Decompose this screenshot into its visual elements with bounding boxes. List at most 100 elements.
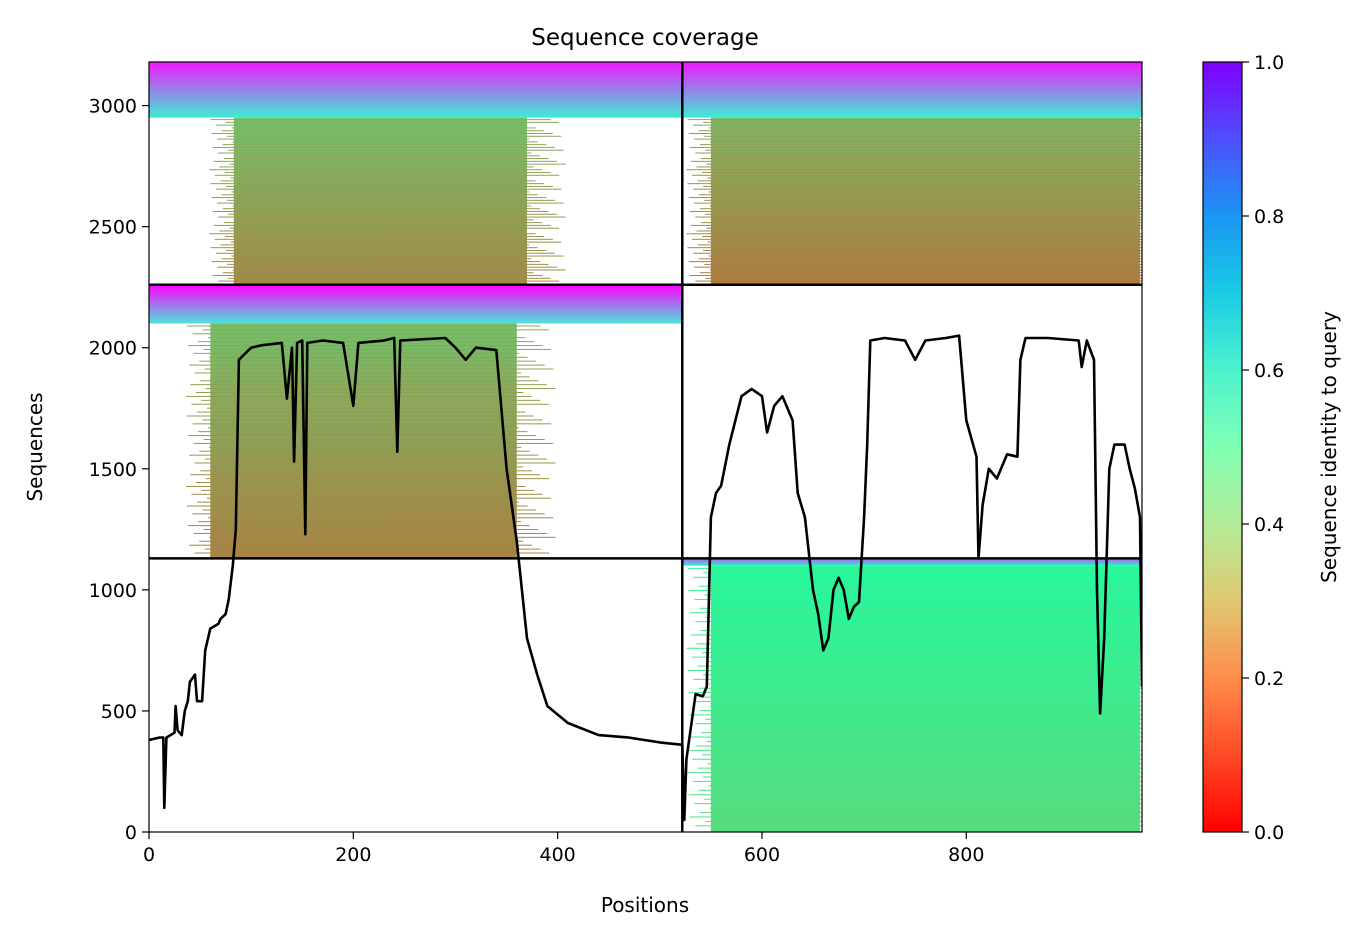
alignment-streak <box>710 727 1142 729</box>
coverage-blocks <box>149 62 1142 832</box>
high-identity-band <box>682 62 1142 118</box>
alignment-streak <box>704 798 1142 800</box>
alignment-streak <box>201 399 541 401</box>
alignment-streak <box>699 272 1142 274</box>
alignment-streak <box>211 197 547 199</box>
alignment-streak <box>210 376 530 378</box>
alignment-streak <box>688 133 1142 135</box>
alignment-streak <box>198 431 528 433</box>
alignment-streak <box>208 517 554 519</box>
alignment-streak <box>206 497 552 499</box>
alignment-streak <box>189 544 532 546</box>
alignment-streak <box>216 124 527 126</box>
coverage-block-4 <box>682 558 1142 832</box>
alignment-streak <box>704 594 1142 596</box>
alignment-streak <box>221 258 532 260</box>
alignment-streak <box>205 388 556 390</box>
alignment-streak <box>217 266 558 268</box>
alignment-streak <box>705 277 1142 279</box>
alignment-streak <box>209 446 522 448</box>
alignment-streak <box>189 454 539 456</box>
alignment-streak <box>693 576 1140 578</box>
colorbar-tick-label: 0.2 <box>1254 668 1284 690</box>
alignment-streak <box>231 191 530 193</box>
alignment-streak <box>217 202 564 204</box>
y-tick-label: 2500 <box>89 217 137 239</box>
alignment-streak <box>193 442 554 444</box>
colorbar-tick-label: 0.8 <box>1254 206 1284 228</box>
alignment-streak <box>705 616 1142 618</box>
alignment-streak <box>701 652 1142 654</box>
alignment-streak <box>226 185 553 187</box>
alignment-streak <box>231 255 564 257</box>
alignment-streak <box>230 177 527 179</box>
alignment-streak <box>709 141 1142 143</box>
alignment-streak <box>706 638 1142 640</box>
alignment-streak <box>698 585 1142 587</box>
alignment-streak <box>204 548 541 550</box>
alignment-streak <box>698 194 1142 196</box>
alignment-streak <box>229 227 560 229</box>
alignment-streak <box>703 185 1142 187</box>
alignment-streak <box>693 124 1140 126</box>
colorbar: 0.0 0.2 0.4 0.6 0.8 1.0 Sequence identity to … <box>1202 52 1341 844</box>
alignment-streak <box>212 275 543 277</box>
alignment-streak <box>219 166 534 168</box>
alignment-streak <box>703 249 1142 251</box>
alignment-streak <box>700 630 1142 632</box>
coverage-block-2 <box>682 62 1142 285</box>
alignment-streak <box>216 252 555 254</box>
y-tick-label: 0 <box>125 822 137 844</box>
alignment-streak <box>688 261 1142 263</box>
alignment-streak <box>696 745 1140 747</box>
alignment-streak <box>192 513 545 515</box>
alignment-streak <box>687 772 1142 774</box>
alignment-streak <box>701 236 1142 238</box>
alignment-streak <box>686 749 1142 751</box>
low-identity-band <box>210 323 517 559</box>
alignment-streak <box>195 392 524 394</box>
x-axis-label: Positions <box>601 893 689 917</box>
alignment-streak <box>686 647 1142 649</box>
alignment-streak <box>708 255 1142 257</box>
x-tick-label: 600 <box>744 844 780 866</box>
alignment-streak <box>700 158 1142 160</box>
alignment-streak <box>186 415 534 417</box>
alignment-streak <box>692 758 1142 760</box>
alignment-streak <box>192 423 552 425</box>
alignment-streak <box>208 337 526 339</box>
alignment-streak <box>699 812 1142 814</box>
alignment-streak <box>196 411 526 413</box>
alignment-streak <box>690 736 1142 738</box>
alignment-streak <box>689 146 1142 148</box>
alignment-streak <box>190 474 541 476</box>
alignment-streak <box>232 269 566 271</box>
alignment-streak <box>693 780 1142 782</box>
alignment-streak <box>710 625 1142 627</box>
alignment-streak <box>203 438 545 440</box>
alignment-streak <box>686 169 1142 171</box>
alignment-streak <box>210 119 551 121</box>
alignment-streak <box>205 478 550 480</box>
alignment-streak <box>692 238 1142 240</box>
alignment-streak <box>698 789 1142 791</box>
alignment-streak <box>690 634 1142 636</box>
alignment-streak <box>229 163 566 165</box>
alignment-streak <box>704 263 1142 265</box>
alignment-streak <box>705 213 1142 215</box>
alignment-streak <box>223 158 549 160</box>
alignment-streak <box>233 155 540 157</box>
high-identity-band <box>682 558 1142 566</box>
alignment-streak <box>695 280 1142 282</box>
y-tick-label: 1500 <box>89 459 137 481</box>
alignment-streak <box>202 329 550 331</box>
coverage-line-layer <box>149 334 1142 822</box>
alignment-streak <box>693 678 1142 680</box>
alignment-streak <box>224 236 545 238</box>
alignment-streak <box>194 462 556 464</box>
alignment-streak <box>201 489 534 491</box>
alignment-streak <box>692 174 1142 176</box>
alignment-streak <box>689 210 1142 212</box>
alignment-streak <box>709 705 1142 707</box>
alignment-streak <box>692 656 1142 658</box>
